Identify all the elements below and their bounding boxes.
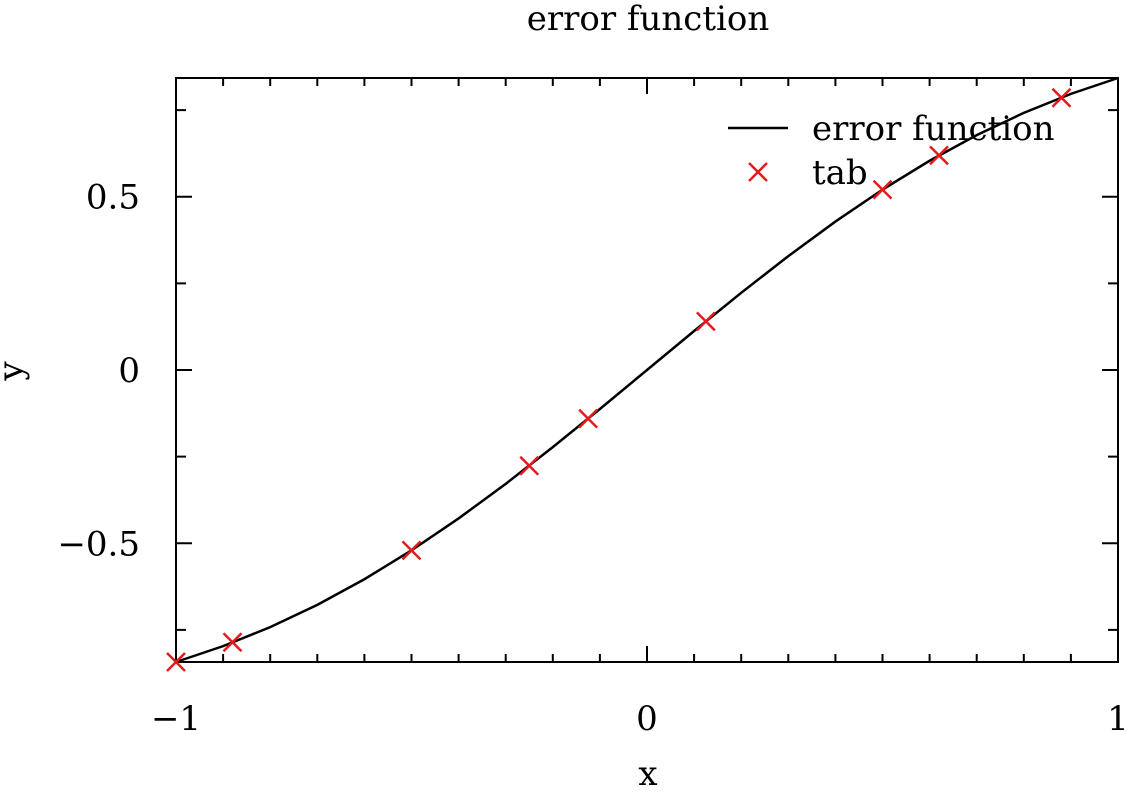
data-series — [166, 76, 1119, 672]
tab-point — [1051, 87, 1072, 108]
erf-line — [175, 76, 1119, 664]
y-axis-label: y — [0, 361, 31, 382]
x-tick-label: 0 — [636, 699, 658, 739]
chart-title: error function — [527, 0, 769, 39]
tab-point-marker-stroke-b — [519, 455, 540, 476]
axis-tick-labels: −1 0 1 −0.5 0 0.5 — [57, 178, 1128, 739]
tab-point — [222, 632, 243, 653]
axis-ticks — [175, 78, 1119, 662]
tab-point — [166, 652, 186, 672]
tab-point — [695, 311, 716, 332]
x-axis-label: x — [638, 754, 657, 791]
tab-point-marker-stroke-b — [578, 408, 599, 429]
y-tick-label: 0.5 — [86, 178, 140, 218]
legend-marker-stroke-b — [748, 162, 768, 182]
tab-point — [519, 455, 540, 476]
tab-point — [401, 540, 422, 561]
y-tick-label: 0 — [118, 351, 140, 391]
x-tick-label: 1 — [1107, 699, 1129, 739]
tab-point-marker-stroke-b — [872, 179, 893, 200]
tab-point — [872, 179, 893, 200]
tab-point-marker-stroke-b — [695, 311, 716, 332]
tab-point-marker-stroke-b — [222, 632, 243, 653]
y-tick-label: −0.5 — [57, 524, 140, 564]
tab-point-marker-stroke-b — [1051, 87, 1072, 108]
tab-point-marker-stroke-b — [929, 145, 949, 166]
legend-label: tab — [812, 153, 868, 193]
tab-point — [578, 408, 599, 429]
tab-point — [929, 145, 949, 166]
x-tick-label: −1 — [151, 699, 201, 739]
legend-marker-sample — [748, 162, 768, 182]
legend-label: error function — [812, 109, 1054, 149]
tab-point-marker-stroke-b — [401, 540, 422, 561]
tab-point-marker-stroke-b — [166, 652, 186, 672]
